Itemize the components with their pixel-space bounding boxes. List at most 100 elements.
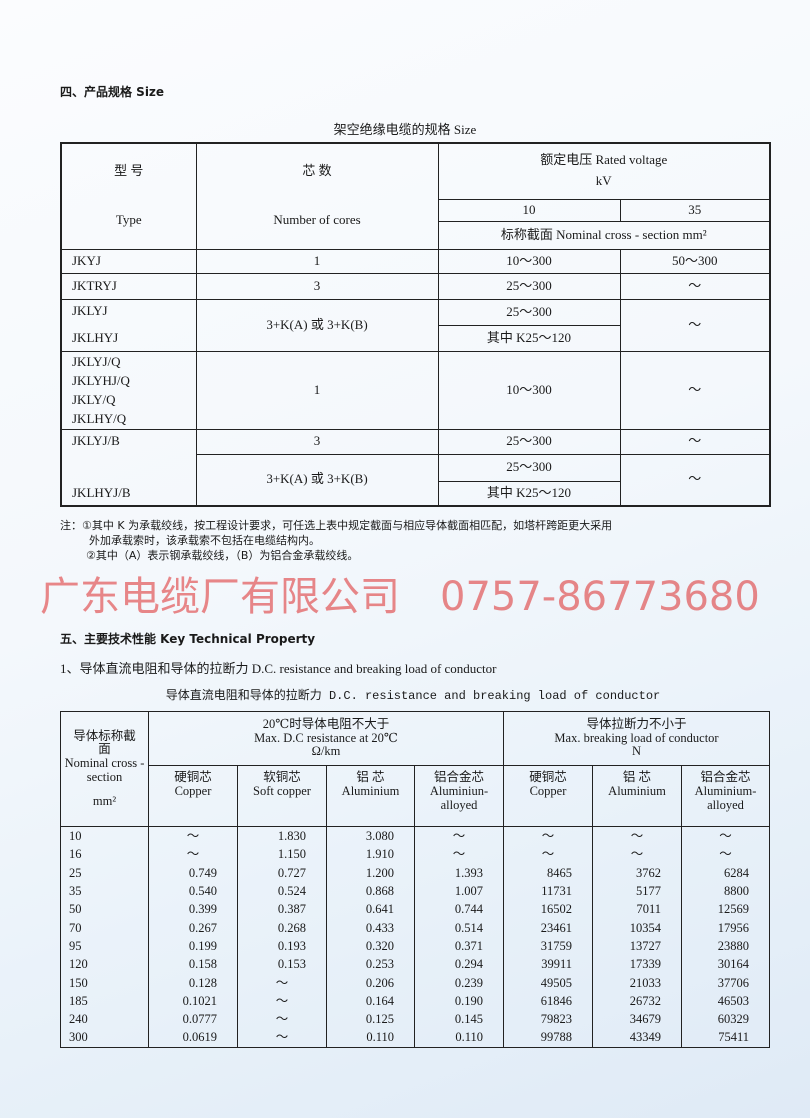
voltage-10: 10 — [437, 198, 621, 222]
note-2: ②其中（A）表示钢承载绞线，（B）为铝合金承载绞线。 — [86, 549, 359, 562]
table-row: 185 0.1021 ～ 0.164 0.190 61846 26732 46503 — [60, 991, 770, 1010]
table-cell: 11731 — [503, 881, 593, 901]
table-cell: 99788 — [503, 1028, 593, 1048]
table-cell: 23880 — [681, 936, 770, 956]
column-header: 铝 芯 Aluminium — [326, 765, 415, 827]
table-cell: 0.514 — [414, 918, 504, 937]
table-cell: ～ — [503, 845, 593, 864]
table-cell: ～ — [237, 973, 327, 992]
table-cell: 0.110 — [326, 1028, 415, 1048]
table-cell: ～ — [503, 826, 593, 846]
column-header: 铝合金芯 Aluminium-alloyed — [681, 765, 770, 827]
table-cell: 0.1021 — [148, 991, 238, 1010]
table-cell: 185 — [60, 991, 149, 1010]
table-cell: 0.387 — [237, 900, 327, 919]
table-cell: 0.0777 — [148, 1009, 238, 1029]
table-cell: ～ — [592, 845, 682, 864]
table-cell: ～ — [237, 1028, 327, 1048]
property-table: 导体标称截面 Nominal cross -section mm² 20℃时导体电阻… — [60, 711, 770, 1048]
table-row: JKTRYJ 3 25～300 ～ — [60, 272, 771, 300]
table-cell: 0.110 — [414, 1028, 504, 1048]
column-header: 软铜芯 Soft copper — [237, 765, 327, 827]
table-cell: 0.641 — [326, 900, 415, 919]
table-cell: 0.268 — [237, 918, 327, 937]
table-cell: ～ — [237, 991, 327, 1010]
table-cell: ～ — [681, 826, 770, 846]
table-cell: 0.239 — [414, 973, 504, 992]
table-cell: 46503 — [681, 991, 770, 1010]
table-cell: 0.433 — [326, 918, 415, 937]
table-cell: 35 — [60, 881, 149, 901]
table-cell: 0.727 — [237, 863, 327, 882]
table-row: 95 0.199 0.193 0.320 0.371 31759 13727 23880 — [60, 936, 770, 956]
table-cell: 25 — [60, 863, 149, 882]
table-cell: 60329 — [681, 1009, 770, 1029]
table-row: 10 ～ 1.830 3.080 ～～～～ — [60, 826, 770, 846]
table-cell: 8800 — [681, 881, 770, 901]
table-row: 16 ～ 1.150 1.910 ～～～～ — [60, 845, 770, 864]
watermark-company: 广东电缆厂有限公司 — [40, 574, 400, 620]
table-cell: 1.150 — [237, 845, 327, 864]
table-cell: 0.371 — [414, 936, 504, 956]
table-row: 120 0.158 0.153 0.253 0.294 39911 17339 30164 — [60, 955, 770, 974]
table-cell: 37706 — [681, 973, 770, 992]
table-cell: ～ — [592, 826, 682, 846]
type-header: 型 号 Type — [60, 142, 197, 250]
table-cell: 1.200 — [326, 863, 415, 882]
table-cell: 75411 — [681, 1028, 770, 1048]
table-cell: 79823 — [503, 1009, 593, 1029]
table-cell: ～ — [148, 826, 238, 846]
table-cell: 16 — [60, 845, 149, 864]
table-cell: ～ — [148, 845, 238, 864]
table-cell: 0.399 — [148, 900, 238, 919]
table-cell: 0.164 — [326, 991, 415, 1010]
table-cell: 0.193 — [237, 936, 327, 956]
table-cell: 0.125 — [326, 1009, 415, 1029]
table-cell: 49505 — [503, 973, 593, 992]
table-cell: 21033 — [592, 973, 682, 992]
table-cell: 240 — [60, 1009, 149, 1029]
table-cell: 6284 — [681, 863, 770, 882]
table-cell: 0.153 — [237, 955, 327, 974]
table-cell: 43349 — [592, 1028, 682, 1048]
section-5-subtitle: 1、导体直流电阻和导体的拉断力 D.C. resistance and brea… — [60, 661, 497, 676]
table-row: 150 0.128 ～ 0.206 0.239 49505 21033 37706 — [60, 973, 770, 992]
table-cell: 300 — [60, 1028, 149, 1048]
table-cell: 0.749 — [148, 863, 238, 882]
nominal-header: 标称截面 Nominal cross - section mm² — [437, 220, 771, 250]
table-cell: 0.868 — [326, 881, 415, 901]
table-cell: 0.524 — [237, 881, 327, 901]
table-cell: 0.744 — [414, 900, 504, 919]
table-cell: 0.158 — [148, 955, 238, 974]
spec-table-caption: 架空绝缘电缆的规格 Size — [333, 122, 477, 137]
column-header: 硬铜芯 Copper — [148, 765, 238, 827]
table-cell: 34679 — [592, 1009, 682, 1029]
table-row: 35 0.540 0.524 0.868 1.007 11731 5177 8800 — [60, 881, 770, 901]
table-cell: 10354 — [592, 918, 682, 937]
spec-table: 型 号 Type 芯 数 Number of cores 额定电压 Rated vo… — [60, 142, 771, 507]
resistance-header: 20℃时导体电阻不大于 Max. D.C resistance at 20℃ Ω/k… — [148, 711, 504, 766]
table-cell: ～ — [414, 845, 504, 864]
table-cell: 30164 — [681, 955, 770, 974]
table-cell: ～ — [681, 845, 770, 864]
table-cell: 1.830 — [237, 826, 327, 846]
table-cell: 7011 — [592, 900, 682, 919]
table-cell: 0.294 — [414, 955, 504, 974]
table-cell: 3.080 — [326, 826, 415, 846]
table-cell: 23461 — [503, 918, 593, 937]
table-cell: 0.267 — [148, 918, 238, 937]
table-row: 70 0.267 0.268 0.433 0.514 23461 10354 17956 — [60, 918, 770, 937]
property-table-caption: 导体直流电阻和导体的拉断力 D.C. resistance and breaki… — [165, 689, 661, 703]
table-cell: 0.145 — [414, 1009, 504, 1029]
section-header: 导体标称截面 Nominal cross -section mm² — [60, 711, 149, 827]
table-cell: 95 — [60, 936, 149, 956]
table-cell: 1.393 — [414, 863, 504, 882]
table-cell: 0.540 — [148, 881, 238, 901]
section-5-title: 五、主要技术性能 Key Technical Property — [60, 632, 316, 646]
table-cell: ～ — [237, 1009, 327, 1029]
table-cell: 39911 — [503, 955, 593, 974]
table-cell: 0.253 — [326, 955, 415, 974]
section-4-title: 四、产品规格 Size — [60, 85, 165, 99]
table-row: 240 0.0777 ～ 0.125 0.145 79823 34679 60329 — [60, 1009, 770, 1029]
cores-header: 芯 数 Number of cores — [195, 142, 439, 250]
